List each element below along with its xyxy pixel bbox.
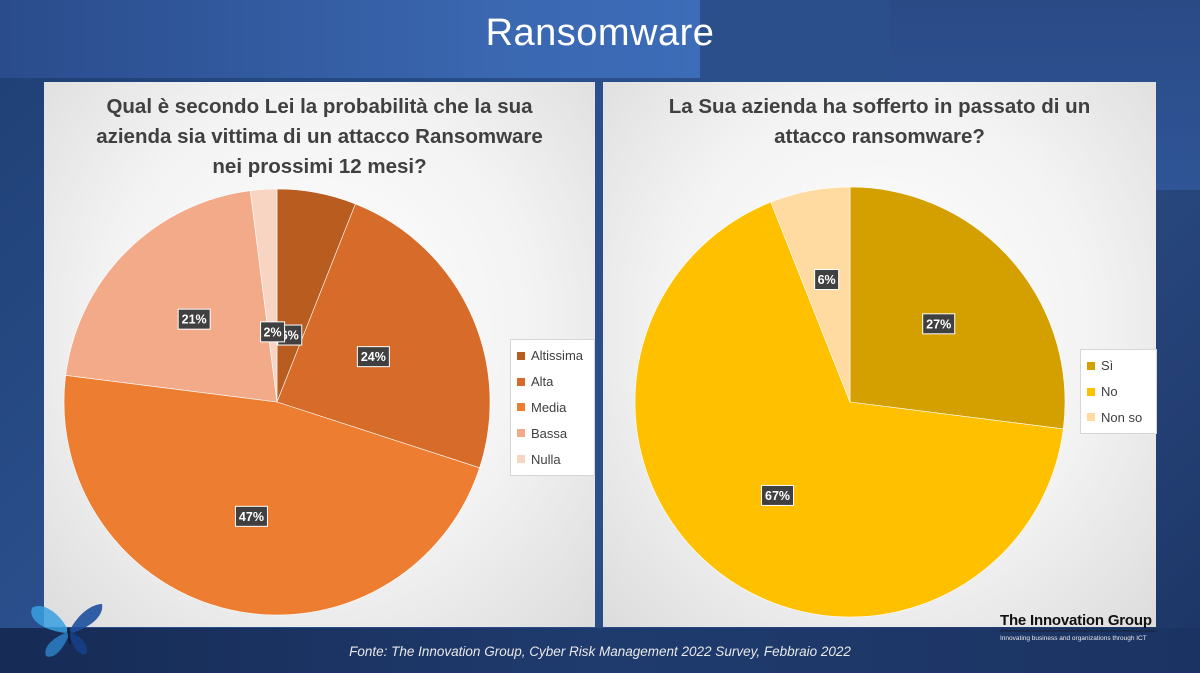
data-label: 21% (177, 308, 211, 330)
background-band-top (0, 0, 700, 78)
legend-label: Alta (531, 374, 554, 390)
svg-text:21%: 21% (182, 313, 207, 327)
legend-swatch (1087, 413, 1095, 422)
legend-item-altissima: Altissima (517, 343, 588, 369)
data-label: 27% (922, 313, 956, 335)
data-label: 24% (356, 346, 390, 368)
legend-label: No (1101, 384, 1118, 400)
legend-past-attack: Sì No Non so (1080, 349, 1157, 435)
svg-text:67%: 67% (765, 489, 790, 503)
svg-text:2%: 2% (264, 325, 282, 339)
svg-text:24%: 24% (361, 350, 386, 364)
svg-text:6%: 6% (818, 273, 836, 287)
pie-slice-no (634, 201, 1064, 618)
legend-swatch (517, 377, 525, 386)
pie-chart-probability: 6% 24% 47% 21% 2% (63, 188, 491, 616)
pie-slice-alta (276, 203, 491, 469)
pie-slice-bassa (65, 190, 278, 403)
butterfly-logo-icon (31, 604, 103, 657)
legend-item-bassa: Bassa (517, 420, 588, 446)
data-label: 2% (260, 321, 286, 343)
legend-label: Altissima (531, 348, 584, 364)
chart-title-past-attack: La Sua azienda ha sofferto in passato di… (668, 95, 1091, 148)
pie-slice-nulla (249, 188, 278, 403)
data-label: 6% (814, 269, 840, 291)
pie-slice-non-so (770, 186, 851, 403)
background-band-bottom (0, 628, 1200, 673)
legend-item-no: No (1087, 379, 1150, 405)
svg-text:27%: 27% (926, 317, 951, 331)
chart-title-probability: Qual è secondo Lei la probabilità che la… (96, 95, 543, 178)
legend-label: Nulla (531, 451, 561, 467)
svg-text:6%: 6% (281, 329, 299, 343)
logo-tagline: Innovating business and organizations th… (1000, 635, 1147, 642)
legend-swatch (517, 403, 525, 412)
legend-swatch (1087, 361, 1095, 370)
logo-underline (1000, 630, 1156, 632)
legend-swatch (517, 455, 525, 464)
logo-title: The Innovation Group (1000, 612, 1152, 629)
legend-item-media: Media (517, 395, 588, 421)
footer-source-note: Fonte: The Innovation Group, Cyber Risk … (349, 644, 851, 659)
pie-slice-media (63, 374, 480, 616)
legend-label: Non so (1101, 409, 1143, 425)
data-label: 67% (761, 484, 795, 506)
pie-chart-past-attack: 27% 67% 6% (634, 186, 1066, 618)
slide-title: Ransomware (485, 12, 715, 54)
legend-label: Bassa (531, 425, 568, 441)
legend-swatch (1087, 387, 1095, 396)
pie-slice-s- (849, 186, 1066, 430)
chart-panel-probability: Qual è secondo Lei la probabilità che la… (44, 82, 595, 627)
legend-item-non-so: Non so (1087, 405, 1150, 431)
data-label: 47% (234, 505, 268, 527)
legend-item-nulla: Nulla (517, 446, 588, 472)
legend-label: Media (531, 399, 567, 415)
svg-text:47%: 47% (239, 510, 264, 524)
legend-swatch (517, 429, 525, 438)
legend-label: Sì (1101, 358, 1114, 374)
legend-item-alta: Alta (517, 369, 588, 395)
company-logo: The Innovation Group Innovating business… (1000, 612, 1160, 642)
chart-panel-past-attack: La Sua azienda ha sofferto in passato di… (603, 82, 1157, 627)
legend-swatch (517, 351, 525, 360)
legend-item-si: Sì (1087, 353, 1150, 379)
legend-probability: Altissima Alta Media Bassa Nulla (510, 339, 595, 476)
